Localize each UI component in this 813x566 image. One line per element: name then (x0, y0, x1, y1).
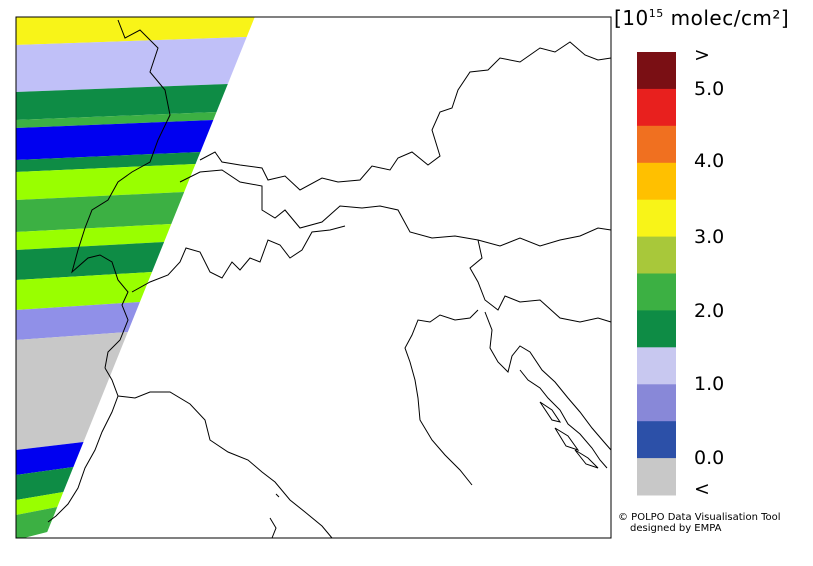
swath-stripe (16, 492, 64, 515)
unit-prefix: [10 (614, 6, 649, 30)
swath-stripe (16, 84, 228, 120)
legend-color-box (637, 421, 676, 459)
legend-color-box (637, 273, 676, 311)
map-frame (15, 16, 612, 539)
swath-stripe (16, 17, 255, 45)
unit-exponent: 15 (648, 7, 664, 20)
legend-color-box (637, 310, 676, 348)
legend-tick-label: 1.0 (694, 373, 725, 395)
swath-stripe (16, 112, 217, 128)
legend-color-box (637, 458, 676, 496)
swath-stripe (16, 224, 172, 250)
swath-stripe (16, 507, 58, 538)
swath-stripe (16, 332, 128, 450)
legend-tick-label: 4.0 (694, 150, 725, 172)
legend-color-box (637, 52, 676, 90)
swath-stripe (16, 272, 152, 310)
swath-stripe (16, 442, 84, 475)
legend-color-box (637, 384, 676, 422)
legend-tick-label: 0.0 (694, 447, 725, 469)
legend-color-box (637, 162, 676, 201)
unit-suffix: molec/cm²] (663, 6, 790, 30)
legend-color-box (637, 125, 676, 164)
legend-tick-label: > (694, 44, 710, 66)
swath-stripe (16, 37, 247, 92)
coastlines-and-borders (47, 19, 612, 539)
legend-color-bar (637, 52, 676, 496)
swath-stripe (16, 0, 263, 17)
credit-line-2: designed by EMPA (630, 523, 722, 534)
credit-line-1: © POLPO Data Visualisation Tool (618, 512, 781, 523)
swath-stripe (16, 302, 140, 340)
legend-tick-label: 2.0 (694, 300, 725, 322)
swath-stripe (16, 242, 165, 280)
legend-tick-label: 3.0 (694, 226, 725, 248)
swath-stripe (16, 467, 74, 500)
swath-stripe (16, 164, 196, 200)
legend-color-box (637, 347, 676, 385)
legend-tick-label: 5.0 (694, 78, 725, 100)
swath-stripe (16, 192, 185, 232)
legend-tick-label: < (694, 478, 710, 500)
legend-color-box (637, 236, 676, 274)
swath-stripe (16, 120, 214, 160)
legend-color-box (637, 199, 676, 238)
legend-color-box (637, 88, 676, 127)
legend-unit-label: [1015 molec/cm²] (614, 6, 789, 30)
swath-stripe (16, 152, 201, 172)
satellite-swath (16, 0, 263, 538)
